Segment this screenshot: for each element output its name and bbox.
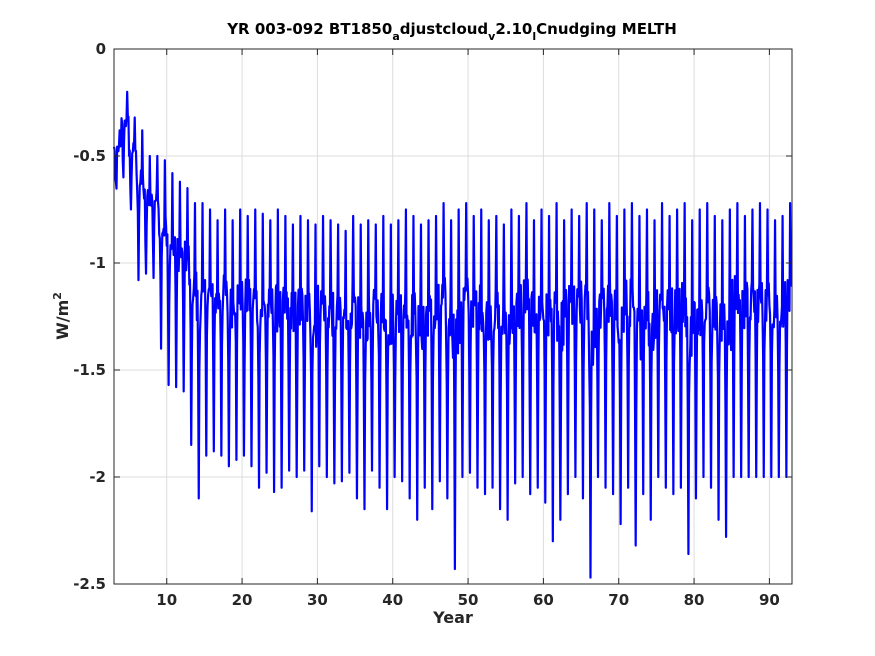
plot-frame bbox=[113, 48, 793, 585]
y-tick-label: -2.5 bbox=[73, 575, 106, 593]
x-tick-label: 80 bbox=[684, 591, 705, 609]
y-tick-label: -0.5 bbox=[73, 147, 106, 165]
x-tick-label: 70 bbox=[608, 591, 629, 609]
y-tick-label: -2 bbox=[89, 468, 106, 486]
axis-ticks: 10 20 30 40 50 60 70 80 90 0 -0.5 -1 -1.5 -2 -2.5 bbox=[73, 40, 792, 609]
data-series-layer bbox=[112, 90, 793, 579]
x-tick-label: 10 bbox=[156, 591, 177, 609]
y-tick-label: -1 bbox=[89, 254, 106, 272]
x-tick-label: 40 bbox=[382, 591, 403, 609]
x-tick-label: 60 bbox=[533, 591, 554, 609]
x-tick-label: 20 bbox=[232, 591, 253, 609]
y-tick-label: 0 bbox=[96, 40, 106, 58]
y-axis-label: W/m2 bbox=[51, 292, 72, 340]
series-line bbox=[112, 90, 793, 579]
y-tick-label: -1.5 bbox=[73, 361, 106, 379]
x-tick-label: 30 bbox=[307, 591, 328, 609]
chart-title: YR 003-092 BT1850adjustcloudv2.10lCnudgi… bbox=[226, 20, 677, 43]
x-axis-label: Year bbox=[432, 608, 473, 627]
x-tick-label: 50 bbox=[458, 591, 479, 609]
x-tick-label: 90 bbox=[759, 591, 780, 609]
